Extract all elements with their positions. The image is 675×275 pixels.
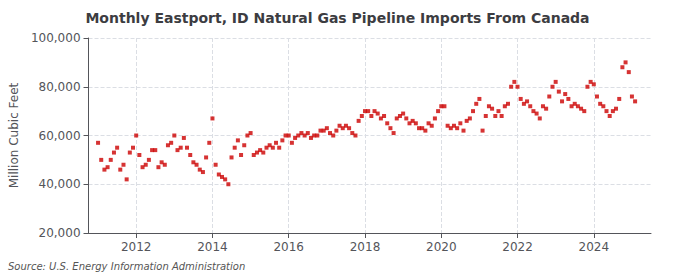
svg-text:2014: 2014 bbox=[197, 240, 228, 254]
svg-text:2024: 2024 bbox=[579, 240, 610, 254]
svg-text:2018: 2018 bbox=[350, 240, 381, 254]
svg-text:2020: 2020 bbox=[426, 240, 457, 254]
svg-text:2022: 2022 bbox=[502, 240, 533, 254]
svg-text:2012: 2012 bbox=[121, 240, 152, 254]
svg-text:Monthly Eastport, ID Natural G: Monthly Eastport, ID Natural Gas Pipelin… bbox=[85, 10, 589, 26]
svg-text:Source: U.S. Energy Informatio: Source: U.S. Energy Information Administ… bbox=[8, 261, 245, 272]
svg-text:100,000: 100,000 bbox=[31, 31, 81, 45]
svg-text:Million Cubic Feet: Million Cubic Feet bbox=[7, 82, 21, 188]
svg-text:2016: 2016 bbox=[273, 240, 304, 254]
svg-text:20,000: 20,000 bbox=[39, 226, 81, 240]
svg-text:80,000: 80,000 bbox=[39, 80, 81, 94]
svg-text:60,000: 60,000 bbox=[39, 129, 81, 143]
svg-text:40,000: 40,000 bbox=[39, 177, 81, 191]
